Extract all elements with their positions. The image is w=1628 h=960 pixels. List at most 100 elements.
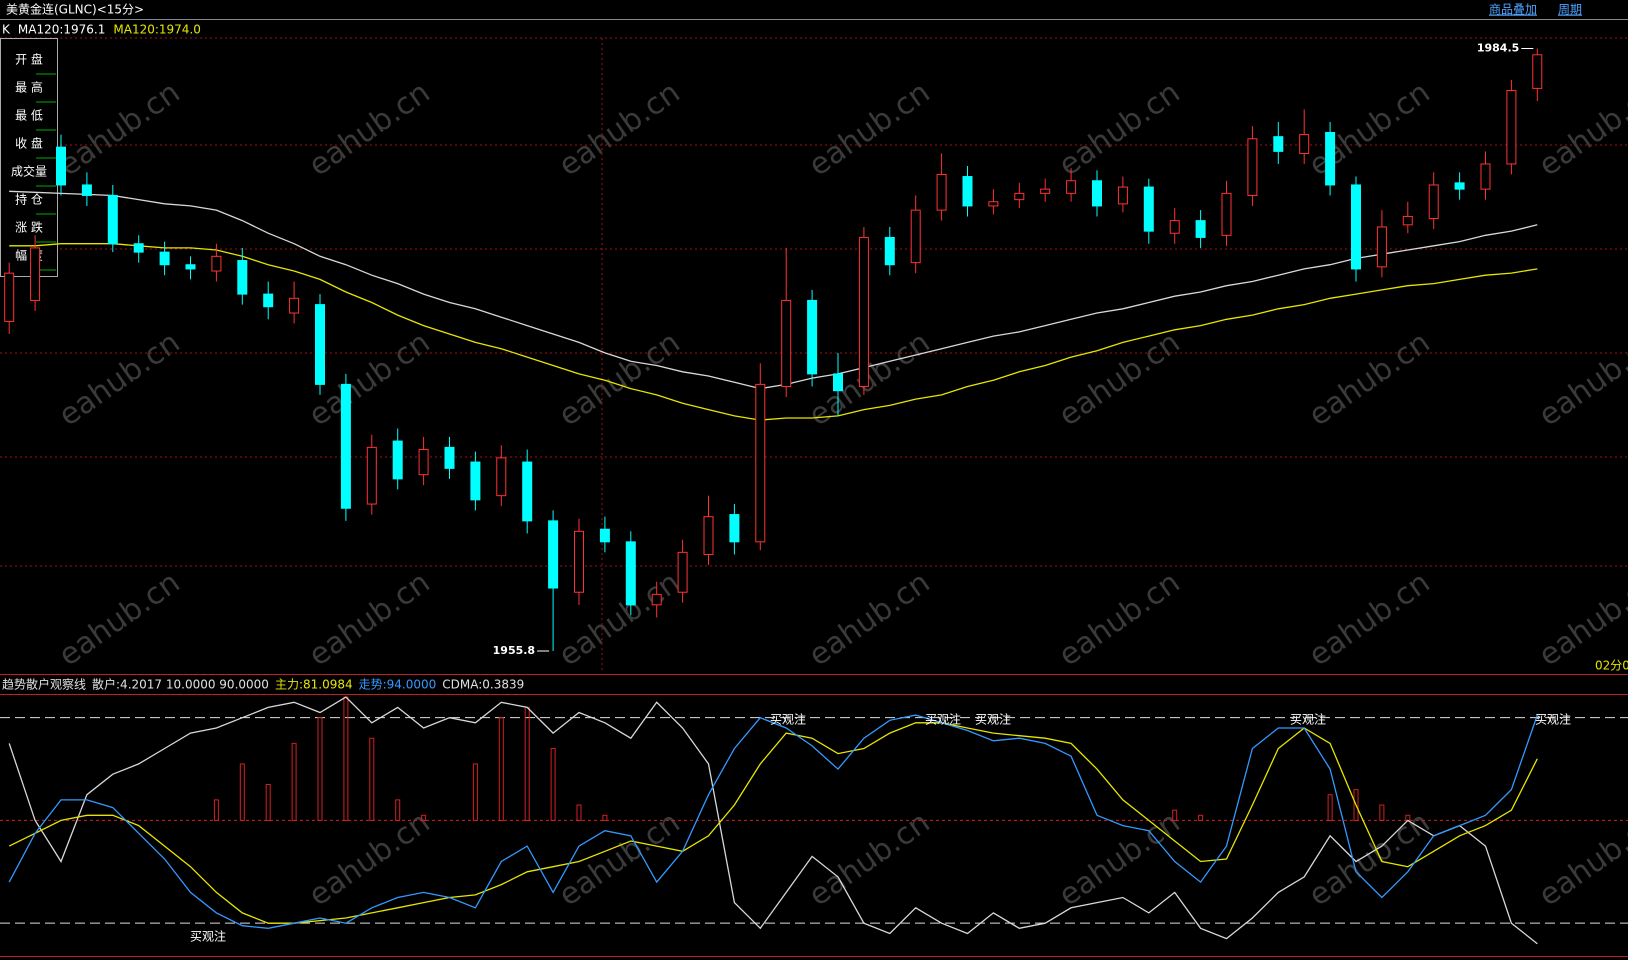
candle-body bbox=[263, 293, 274, 308]
info-label: 持 仓 bbox=[15, 192, 43, 207]
candle-body bbox=[1040, 188, 1051, 194]
candle-body bbox=[1506, 89, 1517, 165]
signal-bar bbox=[498, 717, 504, 821]
low-label: 1955.8 bbox=[493, 644, 535, 657]
candle-body bbox=[392, 440, 403, 480]
candle-body bbox=[1402, 215, 1413, 226]
signal-bar bbox=[602, 814, 608, 821]
candle-body bbox=[962, 176, 973, 207]
candle-body bbox=[988, 201, 999, 207]
candle-body bbox=[936, 173, 947, 211]
candle-body bbox=[1273, 136, 1284, 152]
candle-body bbox=[1066, 180, 1077, 194]
candle-body bbox=[4, 272, 15, 322]
info-label: 最 高 bbox=[15, 80, 43, 95]
signal-bar bbox=[369, 737, 375, 821]
candle-body bbox=[1454, 182, 1465, 190]
candle-body bbox=[237, 260, 248, 295]
candle-body bbox=[651, 593, 662, 606]
legend-item: MA120:1974.0 bbox=[113, 23, 201, 37]
candle-body bbox=[755, 383, 766, 543]
indicator-line bbox=[8, 714, 1538, 929]
candle-body bbox=[677, 551, 688, 593]
candle-body bbox=[107, 194, 118, 245]
signal-bar bbox=[550, 748, 556, 821]
signal-bar bbox=[1379, 804, 1385, 821]
candle-body bbox=[833, 373, 843, 392]
signal-bar bbox=[472, 763, 478, 821]
candle-body bbox=[1428, 184, 1439, 220]
candle-body bbox=[315, 304, 325, 385]
candle-body bbox=[858, 236, 869, 387]
indicator-line bbox=[8, 696, 1538, 945]
signal-bar bbox=[1353, 789, 1359, 821]
signal-bar bbox=[1198, 814, 1204, 821]
candle-body bbox=[185, 264, 196, 270]
candle-body bbox=[1351, 184, 1361, 270]
candle-body bbox=[625, 541, 636, 606]
signal-annotation: 买观注 bbox=[190, 929, 226, 944]
signal-bar bbox=[239, 763, 245, 821]
legend-item: K bbox=[2, 23, 11, 37]
candle-body bbox=[884, 236, 895, 266]
candle-body bbox=[1117, 186, 1128, 205]
signal-bar bbox=[395, 799, 401, 821]
signal-bar bbox=[1172, 809, 1178, 821]
ma-line bbox=[9, 190, 1538, 390]
info-label: 成交量 bbox=[11, 164, 47, 179]
signal-bar bbox=[265, 783, 271, 821]
candle-body bbox=[1014, 192, 1025, 201]
candle-body bbox=[1169, 220, 1180, 234]
candle-body bbox=[289, 297, 300, 314]
candle-body bbox=[548, 520, 559, 589]
candle-body bbox=[30, 247, 41, 301]
candle-body bbox=[1532, 54, 1543, 89]
candle-body bbox=[910, 209, 921, 264]
candle-body bbox=[444, 446, 455, 469]
signal-annotation: 买观注 bbox=[925, 712, 961, 727]
link[interactable]: 周期 bbox=[1558, 3, 1582, 17]
candle-body bbox=[703, 516, 714, 555]
candle-body bbox=[1247, 138, 1258, 196]
info-label: 收 盘 bbox=[15, 136, 43, 151]
signal-annotation: 买观注 bbox=[1535, 712, 1571, 727]
info-label: 涨 跌 bbox=[15, 220, 43, 235]
candle-body bbox=[133, 243, 144, 253]
indicator-title: 趋势散户观察线 bbox=[2, 677, 86, 692]
candle-body bbox=[1325, 131, 1336, 186]
high-label: 1984.5 bbox=[1477, 41, 1519, 54]
window-title: 美黄金连(GLNC)<15分> bbox=[6, 2, 144, 17]
legend-item: MA120:1976.1 bbox=[18, 23, 106, 37]
signal-bar bbox=[317, 717, 323, 821]
link[interactable]: 商品叠加 bbox=[1489, 2, 1537, 17]
info-label: 最 低 bbox=[15, 109, 43, 123]
signal-bar bbox=[291, 742, 297, 821]
indicator-line bbox=[8, 722, 1538, 924]
timer: 02分06 bbox=[1595, 659, 1628, 673]
candle-body bbox=[807, 299, 818, 375]
info-label: 开 盘 bbox=[15, 52, 43, 67]
ma-line bbox=[9, 243, 1538, 421]
signal-bar bbox=[576, 804, 582, 821]
candle-body bbox=[56, 146, 66, 186]
candle-body bbox=[729, 514, 740, 543]
candle-body bbox=[159, 251, 170, 266]
signal-annotation: 买观注 bbox=[770, 712, 806, 727]
signal-annotation: 买观注 bbox=[1290, 712, 1326, 727]
candle-body bbox=[1195, 220, 1206, 238]
indicator-value: 主力:81.0984 bbox=[275, 678, 353, 692]
candle-body bbox=[599, 528, 610, 543]
candle-body bbox=[366, 446, 377, 505]
indicator-value: CDMA:0.3839 bbox=[442, 678, 524, 692]
candle-body bbox=[522, 461, 533, 522]
candle-body bbox=[211, 255, 222, 272]
signal-annotation: 买观注 bbox=[975, 712, 1011, 727]
candle-body bbox=[781, 299, 792, 387]
candle-body bbox=[470, 461, 481, 501]
candle-body bbox=[81, 184, 92, 196]
candle-body bbox=[1480, 163, 1491, 190]
candle-body bbox=[1299, 134, 1310, 154]
